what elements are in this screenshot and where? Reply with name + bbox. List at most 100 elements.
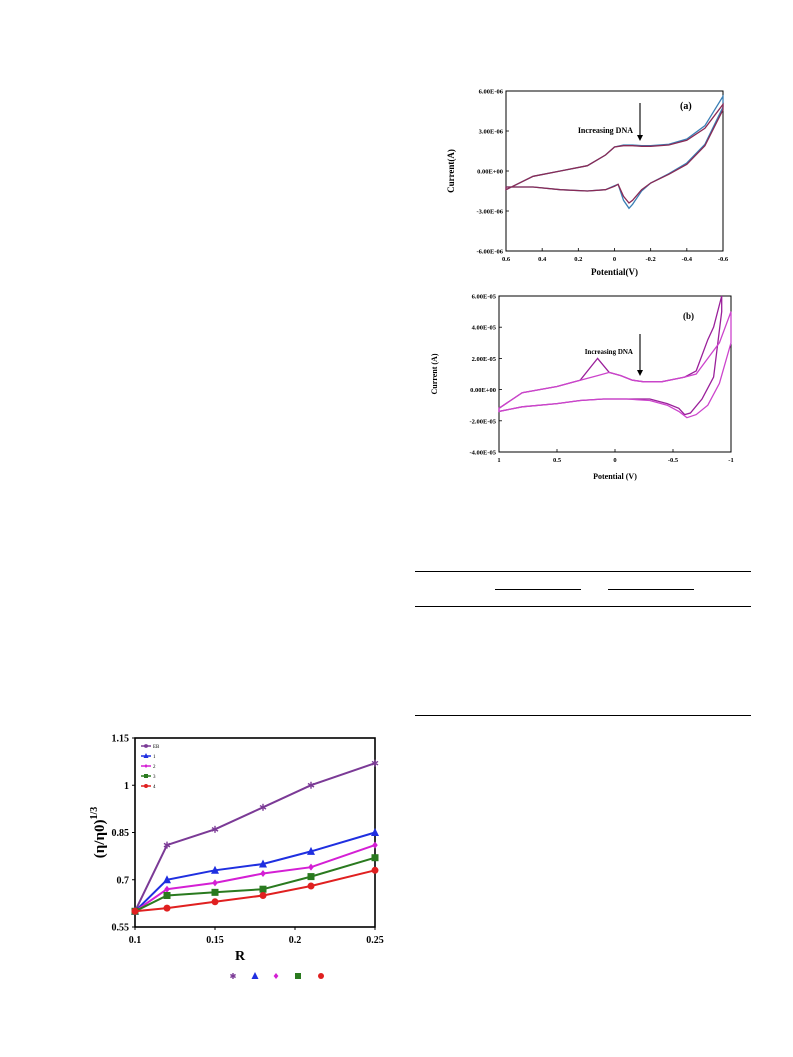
table-group-rule-2 — [608, 589, 694, 590]
legend-marker-2 — [144, 764, 148, 768]
x-tick-label: 0 — [613, 457, 616, 464]
data-point-3 — [371, 854, 379, 862]
data-point-EB — [163, 841, 171, 849]
data-point-1 — [371, 828, 379, 836]
cv-curve-2 — [498, 311, 732, 419]
plot-frame — [134, 737, 376, 928]
y-tick-label: 1 — [124, 781, 129, 792]
legend-marker-1 — [143, 753, 149, 758]
table-top-rule — [415, 571, 751, 572]
bottom-legend-marker-1 — [251, 972, 259, 979]
series-line-1 — [134, 831, 376, 913]
y-tick-label: -4.00E-05 — [469, 450, 496, 457]
x-tick-label: 0.2 — [289, 935, 302, 946]
data-point-4 — [259, 892, 267, 899]
data-point-1 — [211, 865, 219, 874]
panel-label: (a) — [680, 101, 692, 112]
legend-label: 3 — [153, 775, 156, 780]
annotation-arrowhead — [637, 135, 643, 141]
data-point-4 — [163, 904, 171, 912]
bottom-legend-marker-3 — [295, 973, 301, 979]
x-tick-label: 0.2 — [574, 256, 582, 263]
viscosity-figure: 0.1 0.15 0.2 0.25 0.55 0.7 0.85 1 1.15 R (η/η0)1/3… — [89, 730, 390, 985]
legend-label: EB — [153, 745, 160, 750]
cv-curve-2 — [505, 102, 724, 204]
data-point-3 — [211, 888, 219, 896]
x-tick-label: -1 — [728, 457, 733, 464]
y-tick-label: 1.15 — [112, 734, 130, 745]
series-line-EB — [134, 762, 376, 912]
viscosity-chart: 0.1 0.15 0.2 0.25 0.55 0.7 0.85 1 1.15 R (η/η0)1/3… — [89, 734, 384, 979]
legend-marker-EB — [143, 744, 149, 748]
data-point-2 — [372, 841, 378, 849]
data-point-EB — [211, 825, 219, 833]
table-bottom-rule — [415, 715, 751, 716]
x-axis-label: Potential (V) — [593, 472, 637, 481]
data-point-3 — [163, 892, 171, 899]
data-point-4 — [371, 866, 379, 874]
data-point-2 — [212, 879, 218, 887]
annotation-arrowhead — [637, 370, 643, 376]
y-tick-label: 4.00E-05 — [472, 325, 497, 332]
x-tick-label: -0.2 — [646, 256, 656, 263]
data-point-2 — [164, 885, 170, 893]
data-point-1 — [163, 875, 171, 884]
legend-label: 4 — [153, 785, 156, 790]
x-tick-label: 0.5 — [553, 457, 562, 464]
x-axis-label: Potential(V) — [591, 267, 638, 277]
table-header-rule — [415, 606, 751, 607]
data-point-4 — [211, 898, 219, 906]
y-axis-label: (η/η0)1/3 — [90, 807, 108, 858]
data-point-EB — [371, 759, 379, 767]
legend-marker-3 — [144, 774, 148, 778]
data-point-2 — [260, 869, 266, 877]
x-tick-label: 1 — [497, 457, 500, 464]
y-tick-label: 0.00E+00 — [470, 387, 496, 394]
x-tick-label: 0.25 — [366, 935, 384, 946]
bottom-legend-marker-2 — [273, 973, 279, 979]
panel-label: (b) — [683, 311, 694, 321]
y-tick-label: -6.00E-06 — [476, 249, 503, 256]
x-tick-label: -0.5 — [668, 457, 679, 464]
y-tick-label: 2.00E-05 — [472, 356, 497, 363]
data-point-4 — [307, 882, 315, 890]
bottom-legend-marker-4 — [318, 973, 324, 979]
cv-chart-b: 1 0.5 0 -0.5 -1 -4.00E-05 -2.00E-05 0.00E+00 2.0… — [430, 294, 734, 482]
series-line-2 — [134, 844, 376, 913]
y-tick-label: 0.85 — [112, 828, 130, 839]
y-tick-label: 0.7 — [117, 875, 130, 886]
annotation-text: Increasing DNA — [578, 126, 633, 135]
data-point-3 — [307, 873, 315, 881]
y-tick-label: 0.55 — [112, 923, 130, 934]
data-point-EB — [259, 803, 267, 811]
x-axis-label: R — [235, 949, 246, 964]
data-point-2 — [308, 863, 314, 871]
legend-label: 2 — [153, 765, 156, 770]
y-tick-label: 3.00E-06 — [479, 129, 504, 136]
cv-figure-a: 0.6 0.4 0.2 0 -0.2 -0.4 -0.6 -6.00E-06 -3.00E-06… — [440, 85, 735, 285]
y-tick-label: 0.00E+00 — [477, 169, 503, 176]
x-tick-label: 0.1 — [129, 935, 142, 946]
plot-frame — [505, 90, 724, 252]
cv-figure-b: 1 0.5 0 -0.5 -1 -4.00E-05 -2.00E-05 0.00E+00 2.0… — [425, 288, 740, 488]
data-point-1 — [259, 859, 267, 868]
series-line-4 — [134, 869, 376, 913]
y-axis-label: Current (A) — [430, 353, 439, 394]
y-tick-label: 6.00E-06 — [479, 89, 504, 96]
legend-marker-4 — [144, 784, 148, 788]
cv-curve-1 — [505, 94, 724, 210]
x-tick-label: 0 — [613, 256, 616, 263]
data-point-4 — [131, 907, 139, 915]
x-tick-label: 0.4 — [538, 256, 547, 263]
legend-label: 1 — [153, 755, 156, 760]
data-point-3 — [259, 885, 267, 893]
y-tick-label: 6.00E-05 — [472, 294, 497, 301]
data-point-EB — [307, 781, 315, 789]
annotation-text: Increasing DNA — [585, 348, 633, 356]
x-tick-label: -0.6 — [718, 256, 729, 263]
bottom-legend-marker-EB — [230, 973, 236, 979]
table-group-rule-1 — [495, 589, 581, 590]
y-axis-label: Current(A) — [446, 149, 456, 193]
cv-chart-a: 0.6 0.4 0.2 0 -0.2 -0.4 -0.6 -6.00E-06 -3.00E-06… — [446, 89, 729, 278]
series-line-3 — [134, 856, 376, 913]
